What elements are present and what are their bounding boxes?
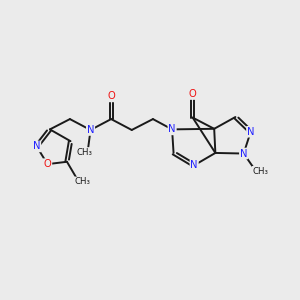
Text: N: N (190, 160, 198, 170)
Text: N: N (247, 127, 254, 137)
Text: N: N (168, 124, 176, 134)
Text: O: O (44, 159, 51, 169)
Text: O: O (189, 89, 196, 99)
Text: N: N (87, 125, 94, 135)
Text: CH₃: CH₃ (76, 148, 92, 157)
Text: CH₃: CH₃ (74, 177, 90, 186)
Text: N: N (240, 148, 247, 158)
Text: CH₃: CH₃ (252, 167, 268, 176)
Text: O: O (107, 92, 115, 101)
Text: N: N (33, 142, 40, 152)
